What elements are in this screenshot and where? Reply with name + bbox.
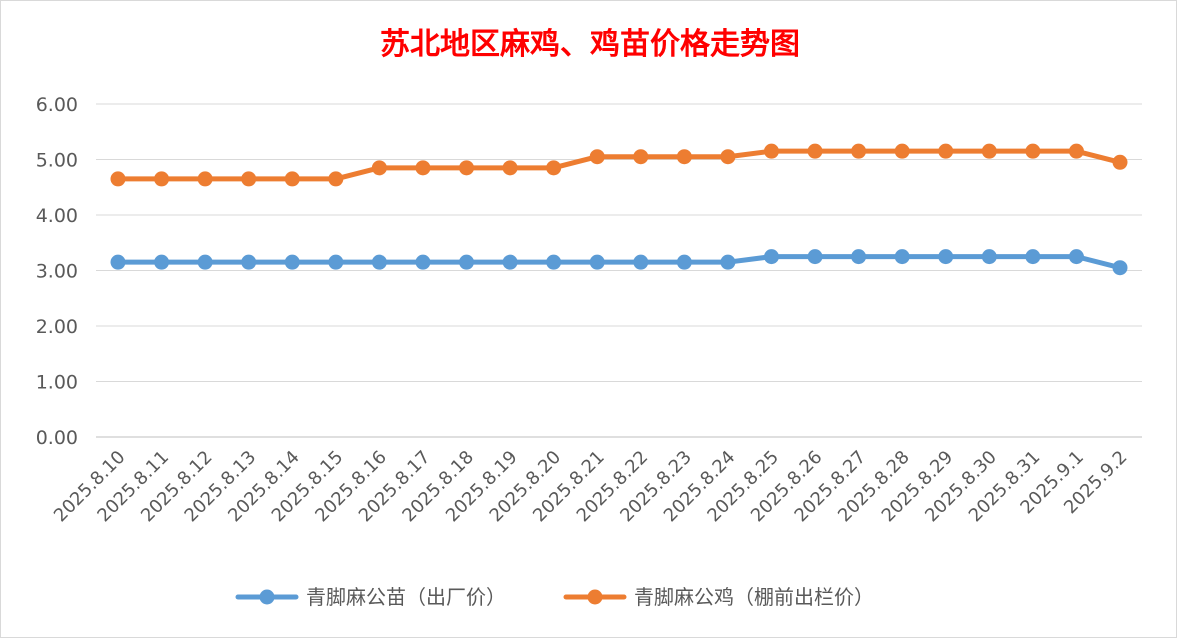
y-tick-label: 4.00: [36, 205, 78, 227]
data-point: [763, 249, 779, 265]
data-point: [981, 143, 997, 159]
data-point: [894, 249, 910, 265]
data-point: [981, 249, 997, 265]
data-point: [851, 143, 867, 159]
data-point: [938, 249, 954, 265]
data-point: [459, 160, 475, 176]
legend-marker: [587, 589, 603, 605]
data-point: [371, 254, 387, 270]
series-lines: [110, 143, 1128, 276]
data-point: [241, 171, 257, 187]
data-point: [894, 143, 910, 159]
data-point: [633, 149, 649, 165]
y-axis: 0.00 1.00 2.00 3.00 4.00 5.00 6.00: [36, 94, 78, 449]
data-point: [154, 254, 170, 270]
data-point: [241, 254, 257, 270]
legend-label: 青脚麻公苗（出厂价）: [306, 585, 506, 609]
data-point: [851, 249, 867, 265]
data-point: [197, 171, 213, 187]
data-point: [1025, 143, 1041, 159]
y-tick-label: 2.00: [36, 316, 78, 338]
data-point: [546, 160, 562, 176]
y-tick-label: 0.00: [36, 427, 78, 449]
data-point: [720, 254, 736, 270]
data-point: [1025, 249, 1041, 265]
data-point: [502, 254, 518, 270]
data-point: [1068, 143, 1084, 159]
data-point: [807, 249, 823, 265]
data-point: [415, 254, 431, 270]
data-point: [720, 149, 736, 165]
legend-marker: [259, 589, 275, 605]
data-point: [154, 171, 170, 187]
data-point: [502, 160, 518, 176]
data-point: [589, 149, 605, 165]
data-point: [546, 254, 562, 270]
data-point: [676, 149, 692, 165]
gridlines: [96, 103, 1142, 438]
data-point: [110, 171, 126, 187]
legend-entry: 青脚麻公鸡（棚前出栏价）: [563, 585, 874, 609]
data-point: [110, 254, 126, 270]
legend-label: 青脚麻公鸡（棚前出栏价）: [634, 585, 874, 609]
data-point: [807, 143, 823, 159]
series-1: [110, 249, 1128, 276]
data-point: [1112, 154, 1128, 170]
data-point: [938, 143, 954, 159]
data-point: [328, 254, 344, 270]
data-point: [1068, 249, 1084, 265]
legend: 青脚麻公苗（出厂价） 青脚麻公鸡（棚前出栏价）: [235, 585, 874, 609]
data-point: [633, 254, 649, 270]
y-tick-label: 5.00: [36, 150, 78, 172]
data-point: [284, 254, 300, 270]
data-point: [284, 171, 300, 187]
data-point: [676, 254, 692, 270]
data-point: [459, 254, 475, 270]
data-point: [197, 254, 213, 270]
y-tick-label: 1.00: [36, 372, 78, 394]
data-point: [589, 254, 605, 270]
data-point: [1112, 260, 1128, 276]
series-2: [110, 143, 1128, 187]
data-point: [371, 160, 387, 176]
y-tick-label: 3.00: [36, 261, 78, 283]
legend-entry: 青脚麻公苗（出厂价）: [235, 585, 506, 609]
chart-title: 苏北地区麻鸡、鸡苗价格走势图: [380, 27, 800, 62]
y-tick-label: 6.00: [36, 94, 78, 116]
data-point: [415, 160, 431, 176]
data-point: [328, 171, 344, 187]
data-point: [763, 143, 779, 159]
